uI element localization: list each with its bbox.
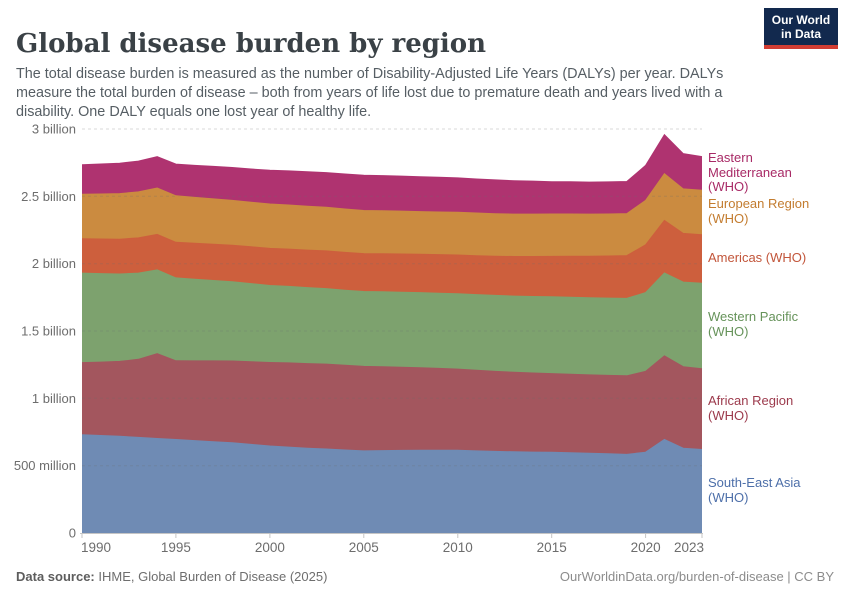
legend-label-western-pacific[interactable]: Western Pacific (WHO) <box>708 309 799 339</box>
page-subtitle: The total disease burden is measured as … <box>16 66 724 121</box>
footer-license-text: OurWorldinData.org/burden-of-disease | C… <box>559 569 834 584</box>
x-tick-label-1990: 1990 <box>81 540 111 555</box>
legend-label-eastern-mediterranean[interactable]: Eastern Mediterranean (WHO) <box>708 150 792 194</box>
owid-logo-line-1: Our World <box>771 12 831 27</box>
legend-label-african-region[interactable]: African Region (WHO) <box>708 393 794 423</box>
y-tick-label-1500m: 1.5 billion <box>21 324 76 339</box>
x-tick-label-2015: 2015 <box>537 540 567 555</box>
area-band-european-region[interactable] <box>82 173 702 257</box>
area-band-south-east-asia[interactable] <box>82 434 702 533</box>
y-tick-label-1000m: 1 billion <box>32 391 76 406</box>
footer-license[interactable]: OurWorldinData.org/burden-of-disease | C… <box>560 569 834 584</box>
area-edge-south-east-asia <box>81 434 703 455</box>
area-edge-western-pacific <box>81 269 703 299</box>
page-title: Global disease burden by region <box>16 29 487 60</box>
area-edge-eastern-mediterranean <box>81 133 703 183</box>
x-tick-label-2005: 2005 <box>349 540 379 555</box>
owid-logo-line-2: in Data <box>780 26 821 41</box>
y-tick-label-0m: 0 <box>69 526 76 541</box>
owid-logo-box: Our World in Data <box>764 8 838 45</box>
owid-logo-red-bar <box>764 45 838 49</box>
area-edge-african-region <box>81 353 703 377</box>
x-tick-label-2020: 2020 <box>631 540 661 555</box>
x-tick-label-2023: 2023 <box>674 540 704 555</box>
area-band-americas[interactable] <box>82 220 702 299</box>
area-edge-european-region <box>81 172 703 215</box>
x-tick-label-2000: 2000 <box>255 540 285 555</box>
area-band-african-region[interactable] <box>82 353 702 455</box>
legend-label-european-region[interactable]: European Region (WHO) <box>708 196 810 226</box>
legend-label-americas[interactable]: Americas (WHO) <box>708 250 807 265</box>
y-tick-label-500m: 500 million <box>14 458 76 473</box>
owid-logo[interactable]: Our World in Data <box>764 8 838 49</box>
y-tick-label-3000m: 3 billion <box>32 122 76 137</box>
area-edge-americas <box>81 219 703 257</box>
x-tick-label-2010: 2010 <box>443 540 473 555</box>
data-source-text: IHME, Global Burden of Disease (2025) <box>94 569 328 584</box>
footer-data-source: Data source: IHME, Global Burden of Dise… <box>16 569 327 584</box>
area-band-western-pacific[interactable] <box>82 269 702 376</box>
area-band-eastern-mediterranean[interactable] <box>82 134 702 215</box>
y-tick-label-2500m: 2.5 billion <box>21 189 76 204</box>
y-tick-label-2000m: 2 billion <box>32 256 76 271</box>
legend-label-south-east-asia[interactable]: South-East Asia (WHO) <box>708 475 801 505</box>
data-source-label: Data source: <box>16 569 95 584</box>
x-tick-label-1995: 1995 <box>161 540 191 555</box>
